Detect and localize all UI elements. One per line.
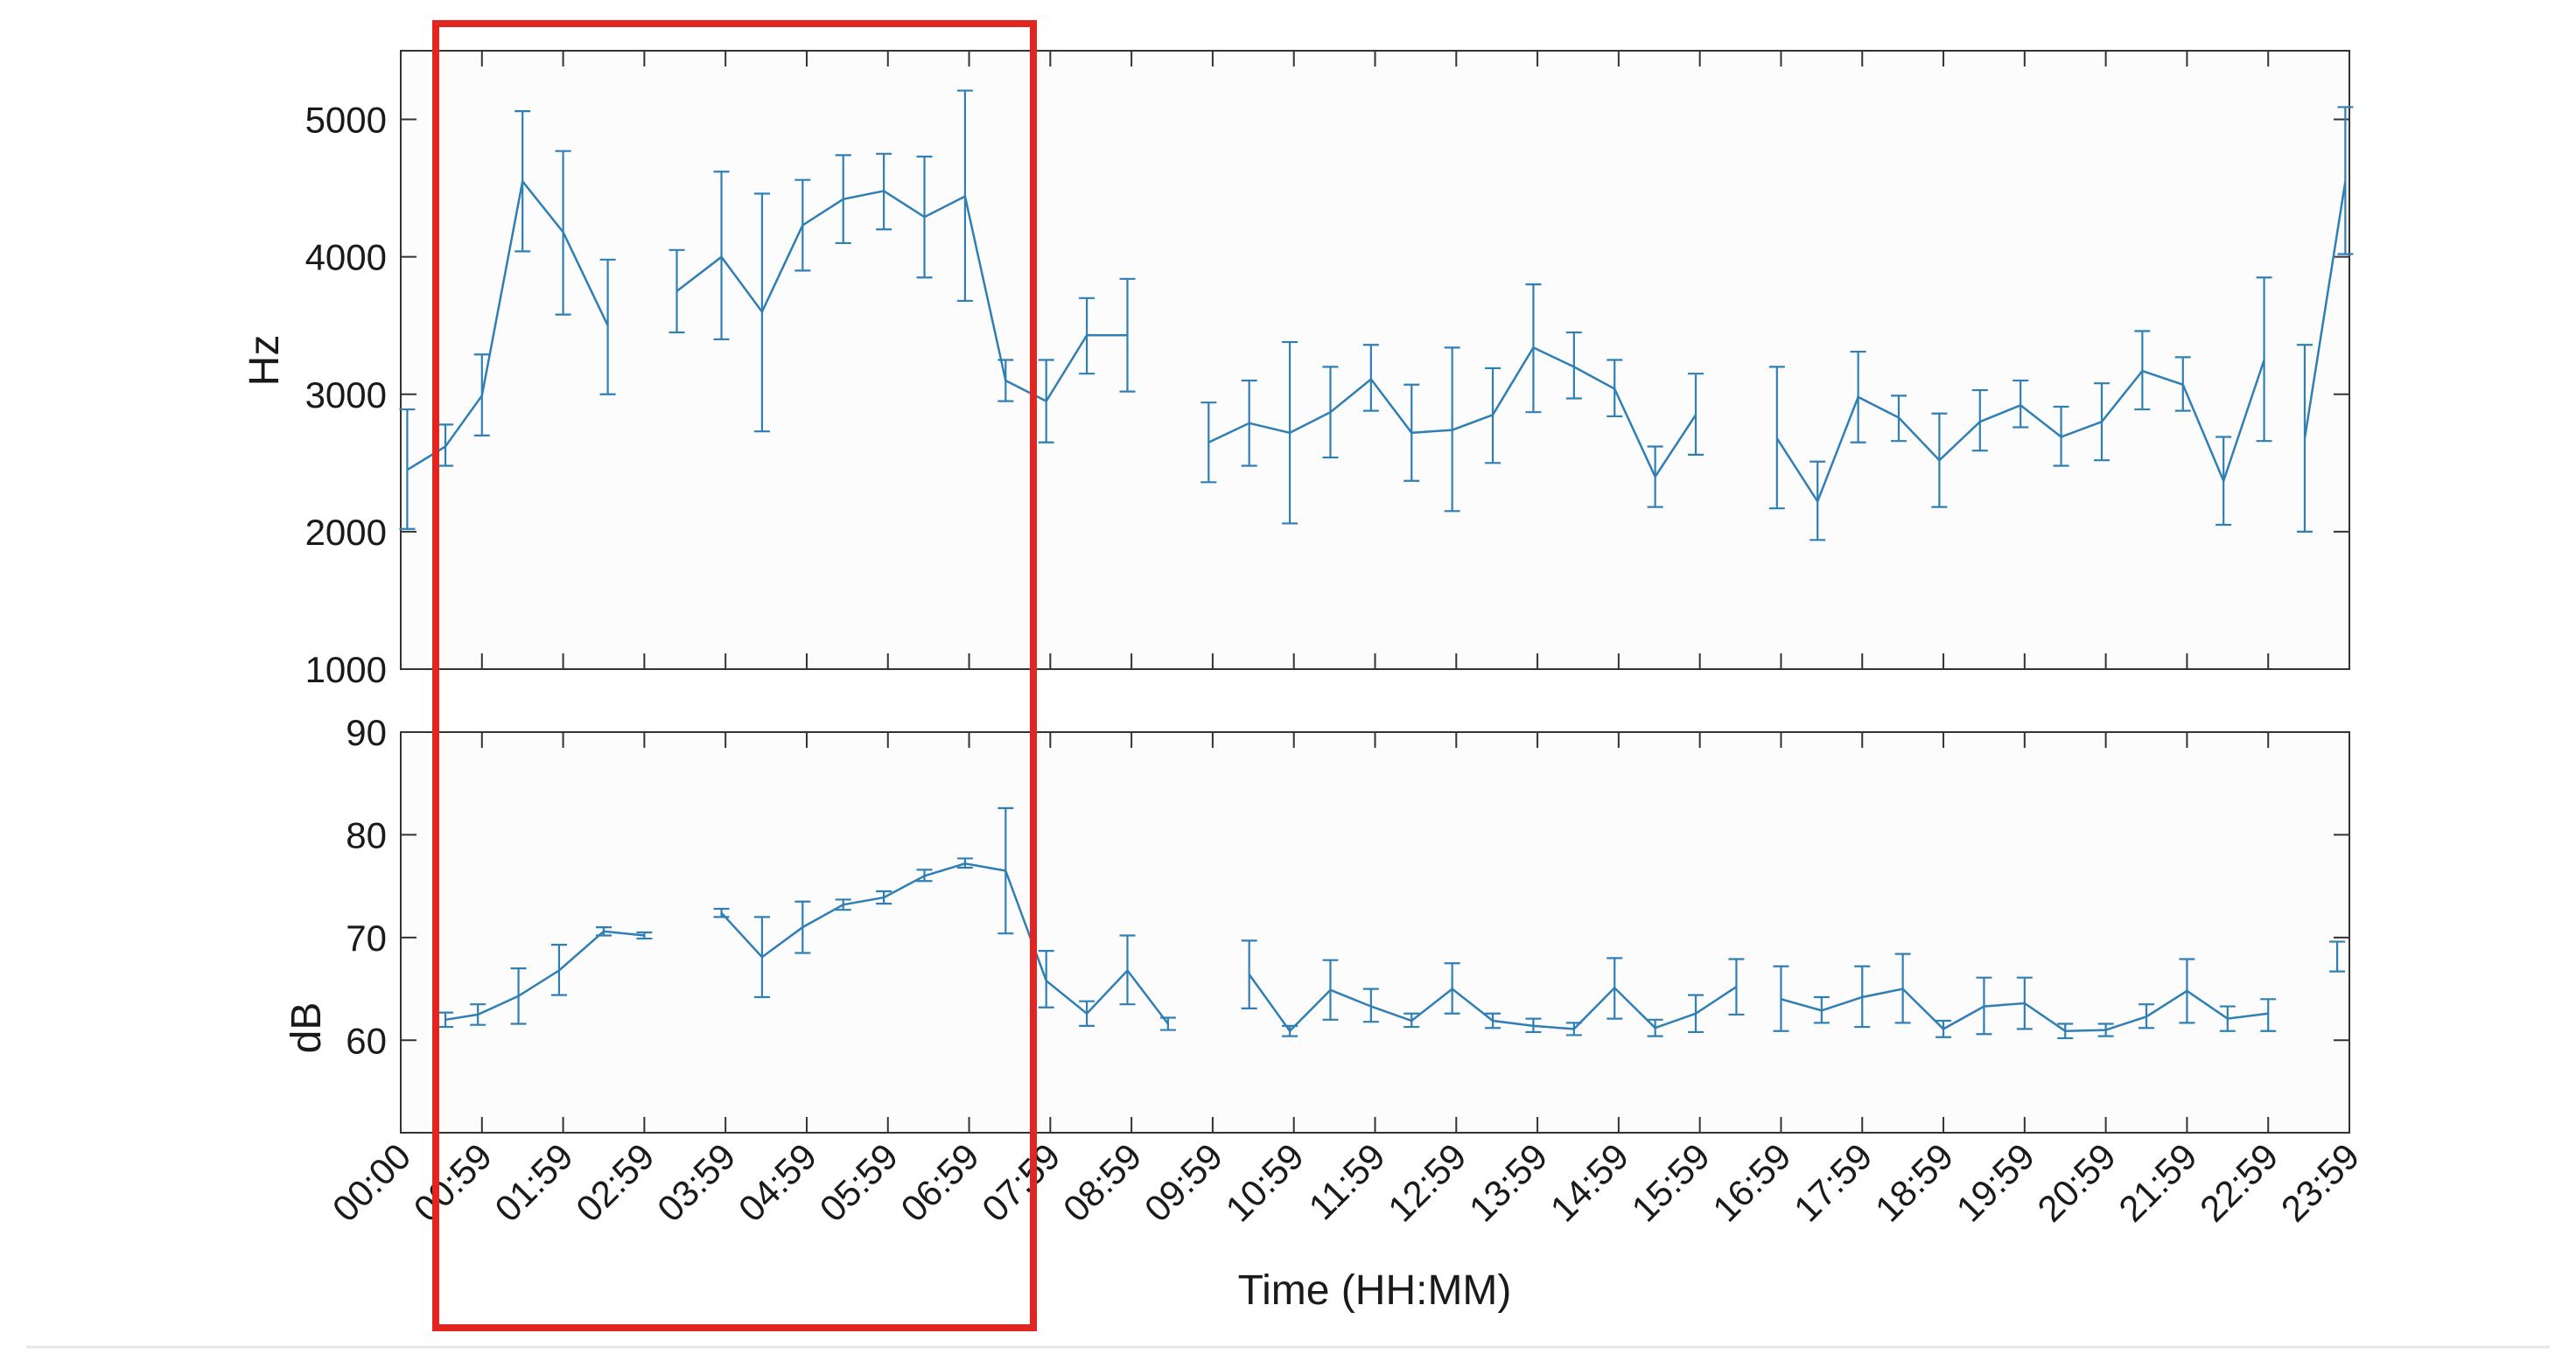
top-y-axis-label: Hz xyxy=(242,335,288,387)
bottom-plot-area xyxy=(400,731,2350,1134)
y-tick-label: 60 xyxy=(346,1020,387,1061)
series-line-db xyxy=(444,930,645,1022)
series-line-db xyxy=(720,862,1169,1025)
bottom-y-axis-label: dB xyxy=(284,1002,330,1054)
series-line-hz xyxy=(2303,181,2347,439)
y-tick-label: 4000 xyxy=(305,237,387,278)
series-line-hz xyxy=(676,189,1128,403)
x-axis-label: Time (HH:MM) xyxy=(1238,1267,1512,1314)
y-tick-label: 90 xyxy=(346,712,387,753)
highlight-box xyxy=(432,20,1037,1331)
bottom-series-db xyxy=(438,806,2346,1040)
y-tick-label: 3000 xyxy=(305,374,387,415)
y-tick-label: 2000 xyxy=(305,512,387,553)
top-axes: 1000 2000 3000 4000 5000 xyxy=(305,51,2350,690)
y-tick-label: 5000 xyxy=(305,100,387,141)
y-tick-label: 80 xyxy=(346,814,387,855)
top-series-hz xyxy=(399,89,2354,541)
top-plot-area xyxy=(400,50,2350,670)
y-tick-label: 70 xyxy=(346,918,387,959)
y-tick-label: 1000 xyxy=(305,649,387,690)
